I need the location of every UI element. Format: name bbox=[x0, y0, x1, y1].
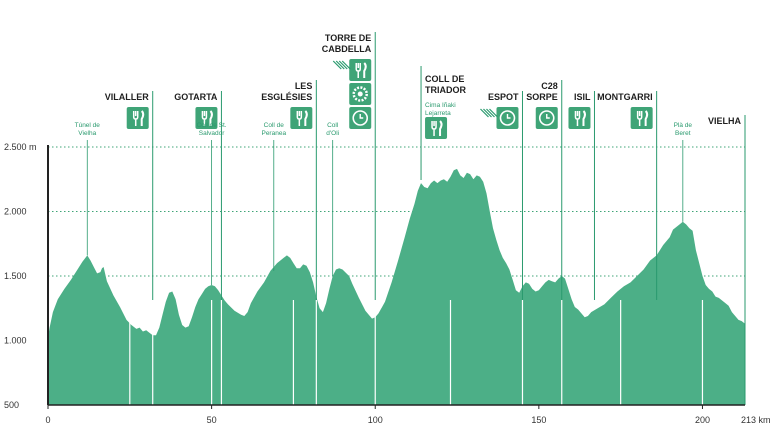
fork-shape bbox=[574, 111, 581, 126]
knife-shape bbox=[363, 62, 367, 78]
divider-layer bbox=[86, 32, 746, 405]
place-name: TORRE DE bbox=[325, 33, 371, 43]
place-name: GOTARTA bbox=[174, 92, 218, 102]
fork-shape bbox=[296, 111, 303, 126]
sprint-flag-icon bbox=[332, 60, 351, 70]
profile-layer bbox=[48, 168, 745, 405]
clock-icon bbox=[496, 107, 519, 129]
pass-name: Beret bbox=[675, 130, 691, 137]
flag-stripe bbox=[335, 60, 345, 70]
y-tick-label: 1.500 bbox=[4, 271, 27, 281]
x-tick-label: 100 bbox=[368, 415, 383, 425]
x-tick-label: 50 bbox=[207, 415, 217, 425]
pass-name: Vielha bbox=[78, 130, 96, 137]
flag-stripe bbox=[486, 108, 495, 118]
elevation-area bbox=[48, 168, 745, 405]
summit-name: TRIADOR bbox=[425, 85, 466, 95]
place-name: ESPOT bbox=[488, 92, 519, 102]
flag-stripe bbox=[341, 60, 351, 70]
flag-stripe bbox=[489, 108, 498, 118]
flag-stripe bbox=[483, 108, 492, 118]
cutlery-icon bbox=[568, 107, 591, 129]
cutlery-icon bbox=[195, 107, 218, 129]
y-tick-label: 2.500 m bbox=[4, 142, 37, 152]
clock-hands bbox=[506, 114, 511, 119]
fork-shape bbox=[355, 63, 361, 78]
clock-face bbox=[538, 110, 555, 126]
place-name: C28 bbox=[541, 81, 558, 91]
pass-name: Túnel de bbox=[75, 122, 101, 129]
clock-hands bbox=[359, 114, 364, 119]
place-name: VILALLER bbox=[105, 92, 149, 102]
pass-name: Coll bbox=[327, 122, 339, 129]
pass-name: Coll de bbox=[264, 122, 285, 129]
clock-icon bbox=[349, 107, 372, 129]
place-name: ISIL bbox=[574, 92, 591, 102]
place-name: LES bbox=[295, 81, 313, 91]
place-name: VIELHA bbox=[708, 116, 742, 126]
place-name: ESGLÉSIES bbox=[261, 92, 312, 102]
summit-subtitle: Lejarreta bbox=[425, 110, 451, 117]
pass-name: Peranea bbox=[261, 130, 286, 137]
gear-teeth bbox=[352, 86, 368, 102]
fork-shape bbox=[431, 121, 437, 136]
knife-shape bbox=[140, 110, 145, 126]
cutlery-icon bbox=[425, 117, 448, 139]
gear-hub bbox=[357, 91, 363, 97]
pass-name: Plà de bbox=[674, 122, 693, 129]
flag-stripe bbox=[332, 60, 342, 70]
y-tick-label: 1.000 bbox=[4, 336, 27, 346]
summit-subtitle: Cima Iñaki bbox=[425, 102, 456, 109]
clock-icon bbox=[535, 107, 558, 129]
knife-shape bbox=[439, 120, 443, 136]
clock-hands bbox=[546, 114, 550, 119]
pass-name: Salvador bbox=[199, 130, 225, 137]
clock-face bbox=[352, 110, 369, 126]
fork-shape bbox=[201, 111, 208, 126]
knife-shape bbox=[644, 110, 649, 126]
fork-shape bbox=[132, 111, 139, 126]
axis-layer: 500 1.000 1.500 2.000 2.500 m 0 50 100 150 200 213… bbox=[4, 142, 771, 425]
knife-shape bbox=[304, 110, 308, 126]
flag-stripe bbox=[338, 60, 348, 70]
clock-face bbox=[499, 110, 516, 126]
place-name: CABDELLA bbox=[322, 44, 372, 54]
x-tick-label: 0 bbox=[45, 415, 50, 425]
settings-icon bbox=[349, 83, 372, 105]
y-tick-label: 2.000 bbox=[4, 207, 27, 217]
fork-shape bbox=[636, 111, 643, 126]
x-tick-label: 150 bbox=[531, 415, 546, 425]
y-tick-label: 500 bbox=[4, 400, 19, 410]
cutlery-icon bbox=[290, 107, 313, 129]
sprint-flag-icon bbox=[480, 108, 498, 118]
summit-name: COLL DE bbox=[425, 74, 464, 84]
cutlery-icon bbox=[630, 107, 653, 129]
x-tick-label: 200 bbox=[695, 415, 710, 425]
cutlery-icon bbox=[349, 59, 372, 81]
place-name: MONTGARRI bbox=[597, 92, 653, 102]
place-name: SORPE bbox=[526, 92, 558, 102]
x-tick-label: 213 km bbox=[741, 415, 771, 425]
pass-name: d'Oli bbox=[326, 130, 339, 137]
flag-stripe bbox=[480, 108, 489, 118]
knife-shape bbox=[209, 110, 213, 126]
pass-name: Coll de St. bbox=[197, 122, 227, 129]
knife-shape bbox=[582, 110, 586, 126]
cutlery-icon bbox=[126, 107, 149, 129]
